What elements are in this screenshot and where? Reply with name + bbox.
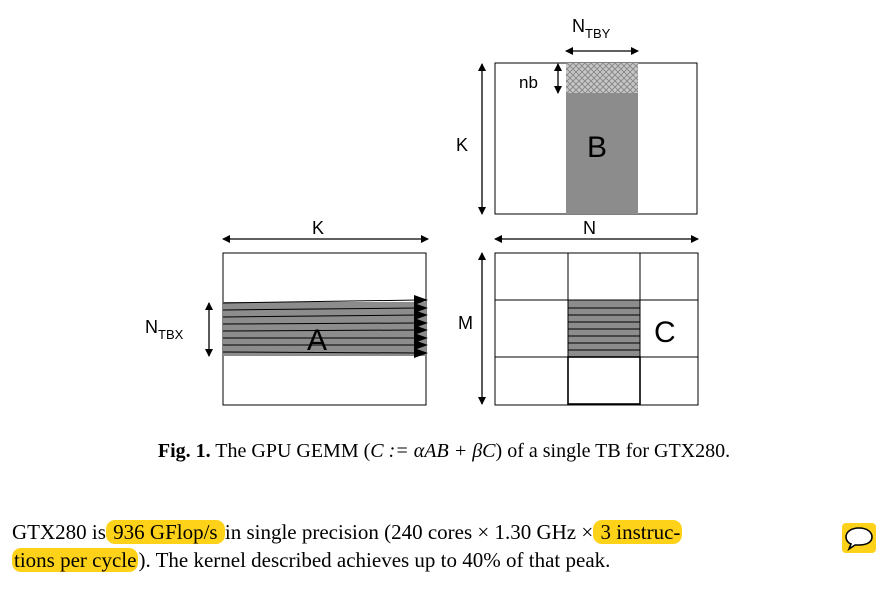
ntby-label: NTBY [572, 16, 611, 41]
highlight-instructions-2[interactable]: tions per cycle [12, 548, 139, 572]
caption-text-before: The GPU GEMM ( [210, 440, 371, 462]
a-panel [223, 302, 426, 356]
matrix-b: B [494, 62, 698, 215]
b-nb-block [566, 63, 638, 93]
m-label: M [458, 313, 473, 333]
nb-label: nb [519, 73, 538, 92]
para-text-3: ). The kernel described achieves up to 4… [138, 548, 611, 572]
c-label: C [654, 316, 676, 349]
highlight-instructions-1[interactable]: 3 instruc- [593, 520, 683, 544]
figure-number: Fig. 1. [157, 440, 211, 462]
speech-bubble-icon[interactable] [842, 523, 876, 553]
b-label: B [587, 131, 607, 164]
n-label: N [583, 218, 596, 238]
matrix-a: A [222, 252, 428, 406]
para-text-2: in single precision (240 cores × 1.30 GH… [224, 520, 594, 544]
matrix-c: C [494, 252, 699, 406]
gemm-figure: B NTBY nb K K N [145, 16, 699, 406]
caption-text-after: ) of a single TB for GTX280. [495, 440, 731, 462]
k-label-a: K [312, 218, 324, 238]
highlight-gflops[interactable]: 936 GFlop/s [105, 520, 225, 544]
body-paragraph: GTX280 is 936 GFlop/s in single precisio… [12, 518, 872, 574]
figure-caption: Fig. 1. The GPU GEMM (C := αAB + βC) of … [0, 440, 888, 463]
a-label: A [307, 324, 327, 357]
k-label-b: K [456, 135, 468, 155]
a-row-arrows [222, 299, 419, 354]
para-text-1: GTX280 is [12, 520, 106, 544]
caption-math: C := αAB + βC [370, 440, 496, 462]
ntbx-label: NTBX [145, 317, 184, 342]
a-arrowheads [414, 295, 428, 358]
b-panel [566, 93, 638, 214]
